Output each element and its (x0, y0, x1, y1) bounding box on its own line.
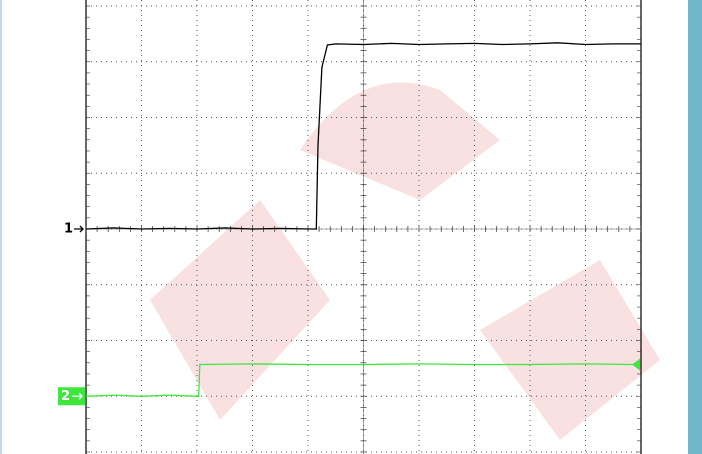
channel-marker-box (58, 387, 85, 406)
channel-arrow (72, 392, 83, 400)
channel-marker: 2 (61, 389, 70, 404)
channel-arrow (74, 225, 84, 233)
right-frame (688, 0, 702, 454)
end-marker (632, 358, 640, 371)
watermark (150, 82, 660, 440)
channel-marker: 1 (64, 222, 73, 237)
left-frame (0, 0, 2, 454)
trace (85, 363, 633, 397)
trace (85, 42, 641, 230)
